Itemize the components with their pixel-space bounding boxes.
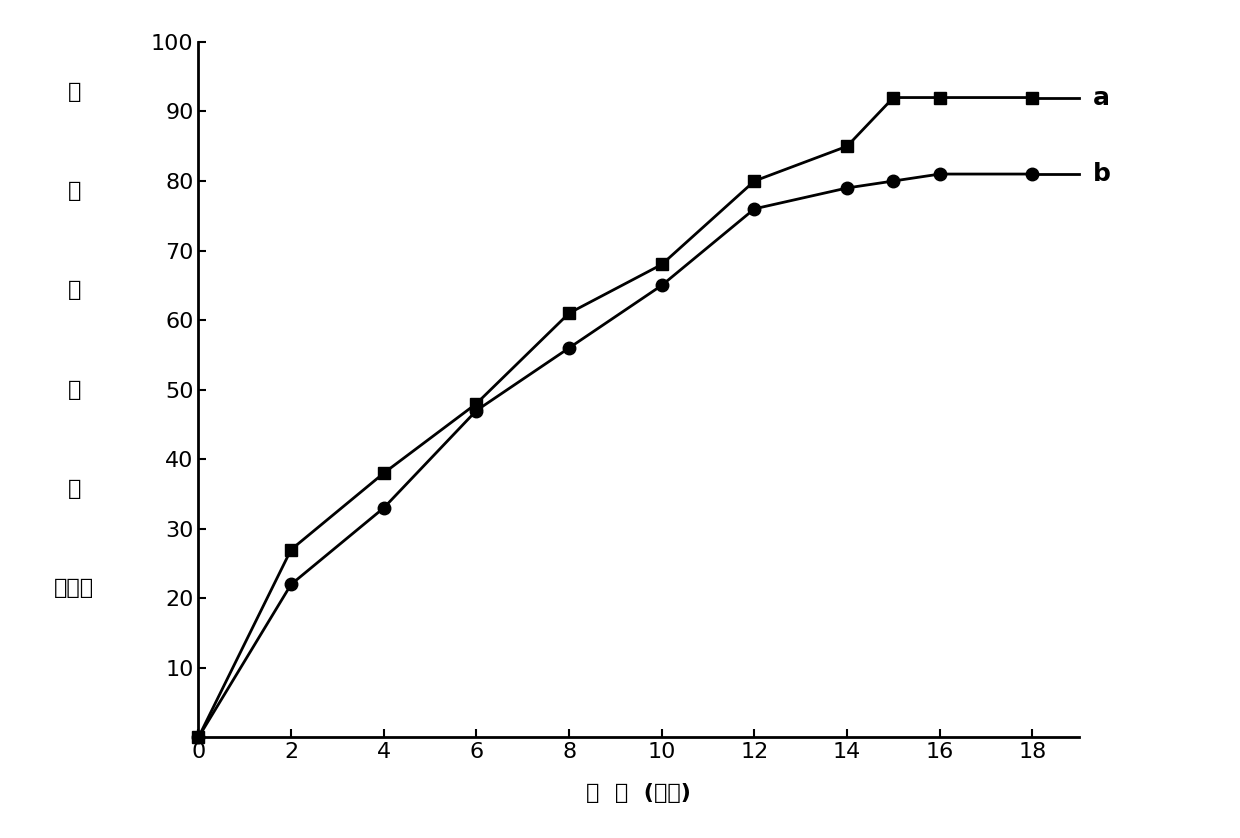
- Text: 量: 量: [68, 479, 81, 499]
- Text: （％）: （％）: [55, 578, 94, 598]
- Text: 累: 累: [68, 81, 81, 101]
- Text: 放: 放: [68, 380, 81, 400]
- Text: 释: 释: [68, 280, 81, 300]
- Text: 积: 积: [68, 181, 81, 201]
- Text: b: b: [1092, 162, 1111, 186]
- X-axis label: 时  间  (小时): 时 间 (小时): [587, 784, 691, 803]
- Text: a: a: [1092, 85, 1110, 110]
